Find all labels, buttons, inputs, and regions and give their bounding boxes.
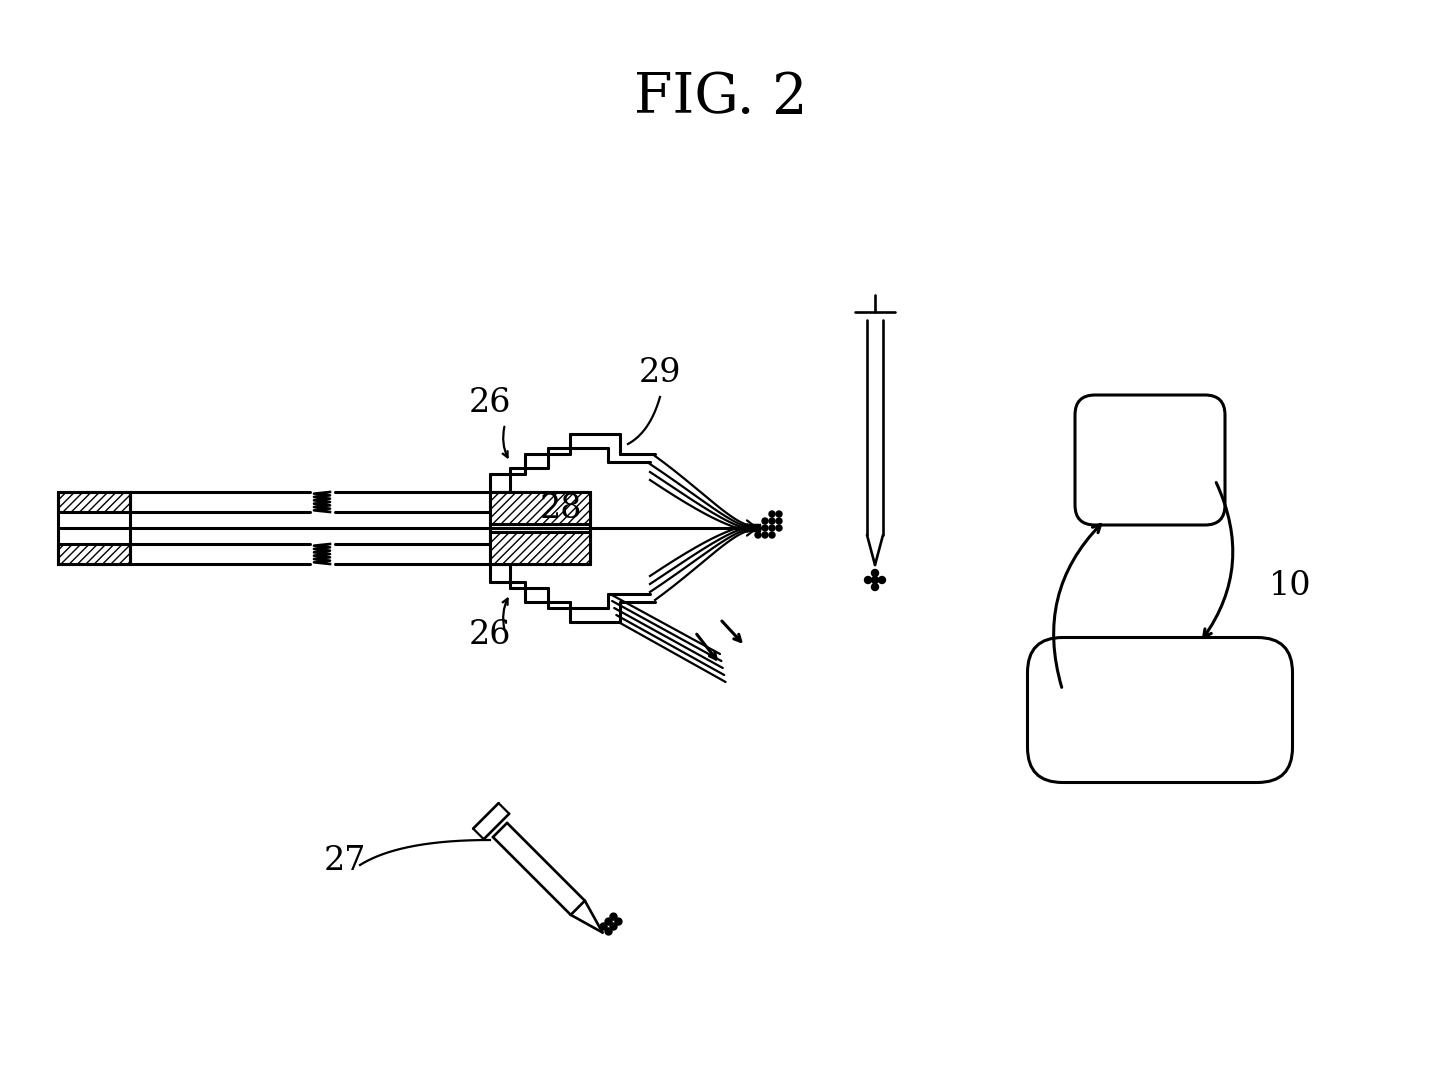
FancyBboxPatch shape (1075, 395, 1225, 524)
Bar (491, 492, 590, 524)
FancyBboxPatch shape (1027, 637, 1293, 782)
Circle shape (762, 524, 768, 531)
Circle shape (879, 577, 886, 583)
Bar (58, 492, 130, 564)
Text: 27: 27 (323, 845, 367, 877)
Circle shape (615, 918, 622, 925)
Circle shape (769, 532, 775, 538)
Circle shape (776, 518, 782, 524)
Circle shape (864, 577, 872, 583)
Bar (58, 544, 130, 564)
Text: 29: 29 (639, 357, 681, 389)
Bar (58, 492, 130, 512)
Text: 10: 10 (1268, 570, 1312, 602)
Text: 26: 26 (469, 619, 511, 651)
Circle shape (755, 532, 760, 538)
Text: FIG. 2: FIG. 2 (635, 70, 808, 125)
Circle shape (610, 914, 618, 920)
Text: 28: 28 (540, 492, 583, 524)
Circle shape (872, 577, 879, 583)
Circle shape (605, 918, 612, 925)
Circle shape (872, 583, 879, 591)
Circle shape (769, 524, 775, 531)
Circle shape (762, 518, 768, 524)
Circle shape (769, 518, 775, 524)
Circle shape (605, 928, 612, 935)
Circle shape (776, 524, 782, 531)
Circle shape (762, 532, 768, 538)
Circle shape (769, 511, 775, 517)
Bar (491, 532, 590, 564)
Circle shape (872, 569, 879, 577)
Circle shape (610, 923, 618, 930)
Text: 26: 26 (469, 387, 511, 419)
Circle shape (755, 524, 760, 531)
Circle shape (776, 511, 782, 517)
Circle shape (600, 923, 608, 930)
